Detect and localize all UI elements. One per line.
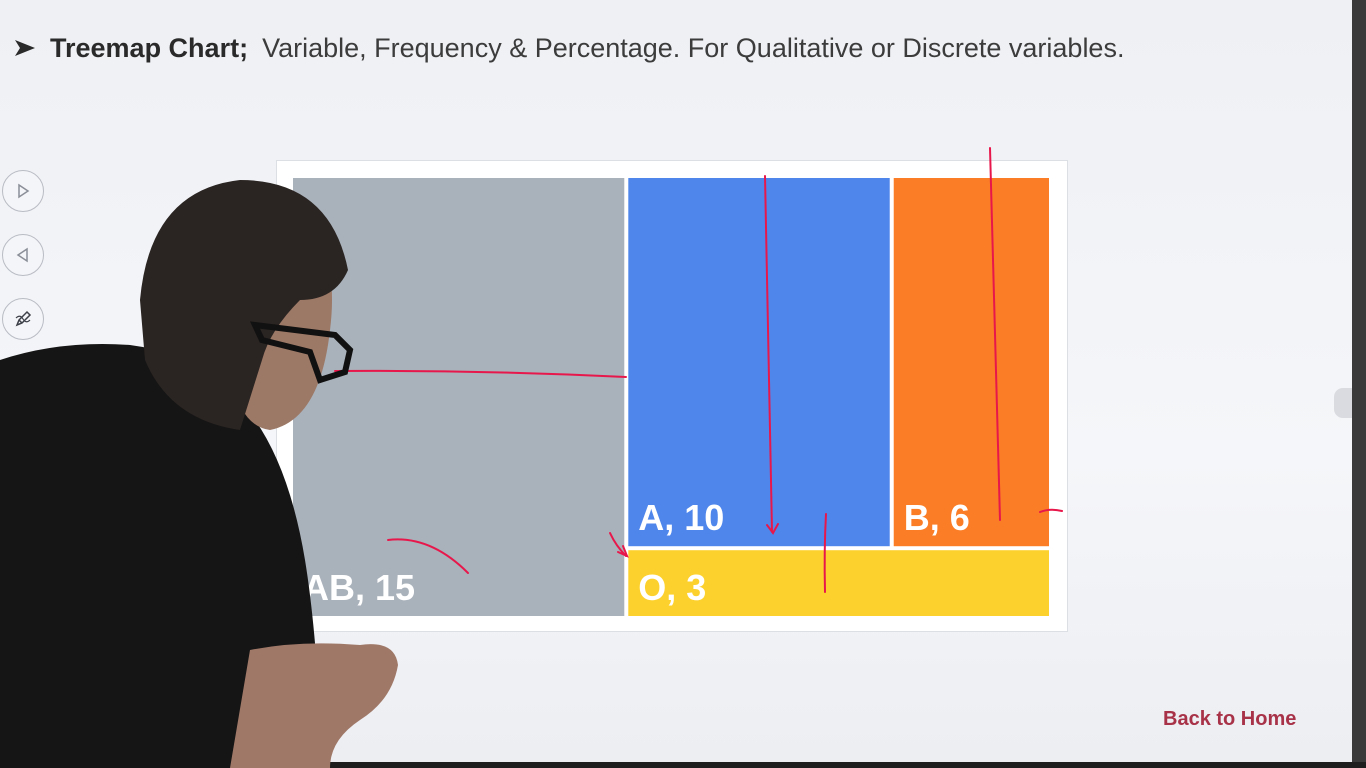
treemap-label-ab: AB, 15 xyxy=(303,567,415,608)
treemap-tile-ab xyxy=(293,178,625,616)
treemap-label-b: B, 6 xyxy=(904,497,970,538)
treemap-tile-o xyxy=(628,550,1049,616)
previous-slide-button[interactable] xyxy=(2,234,44,276)
treemap-tile-a xyxy=(628,178,890,547)
treemap-label-o: O, 3 xyxy=(638,567,706,608)
treemap-tile-b xyxy=(893,178,1049,547)
treemap-chart: AB, 15 A, 10 B, 6 O, 3 xyxy=(293,178,1049,616)
screen-bezel-bottom xyxy=(0,762,1366,768)
arrowhead-bullet-icon xyxy=(15,40,35,56)
play-left-icon xyxy=(16,247,28,263)
play-right-icon xyxy=(18,183,30,199)
presentation-toolbar xyxy=(0,170,46,340)
pen-icon xyxy=(15,310,32,327)
next-slide-button[interactable] xyxy=(2,170,44,212)
pen-tool-button[interactable] xyxy=(2,298,44,340)
title-subtitle-text: Variable, Frequency & Percentage. For Qu… xyxy=(262,32,1125,63)
screen-bezel-right xyxy=(1352,0,1366,768)
side-pull-tab[interactable] xyxy=(1334,388,1352,418)
back-to-home-link[interactable]: Back to Home xyxy=(1163,708,1297,730)
title-bold-text: Treemap Chart; xyxy=(50,32,249,63)
treemap-label-a: A, 10 xyxy=(638,497,724,538)
slide-title: Treemap Chart; Variable, Frequency & Per… xyxy=(12,28,1124,68)
